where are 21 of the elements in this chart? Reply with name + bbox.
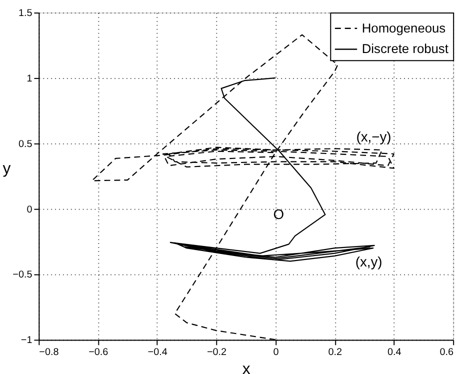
x-tick-label: −0.8 [39, 347, 60, 358]
y-tick-label: −0.5 [12, 270, 33, 281]
y-tick-label: 0.5 [18, 138, 33, 150]
y-tick-label: 1 [26, 73, 33, 84]
x-axis-title: x [242, 360, 250, 374]
y-tick-label: 1.5 [18, 8, 33, 20]
legend-label: Homogeneous [362, 20, 446, 36]
x-tick-label: −0.2 [206, 347, 228, 358]
x-tick-label: 0 [273, 347, 280, 358]
annotation: O [273, 206, 284, 222]
y-axis-title: y [2, 160, 11, 178]
x-tick-label: −0.6 [88, 347, 109, 358]
x-tick-label: 0.4 [387, 347, 402, 358]
annotation: (x,y) [355, 253, 382, 270]
x-tick-label: 0.6 [440, 347, 454, 358]
x-tick-label: 0.2 [328, 347, 343, 358]
y-tick-label: −1 [20, 335, 33, 346]
x-tick-label: −0.4 [148, 347, 168, 358]
y-tick-label: 0 [26, 204, 33, 216]
legend-label: Discrete robust [362, 41, 449, 56]
annotation: (x,−y) [356, 128, 392, 144]
